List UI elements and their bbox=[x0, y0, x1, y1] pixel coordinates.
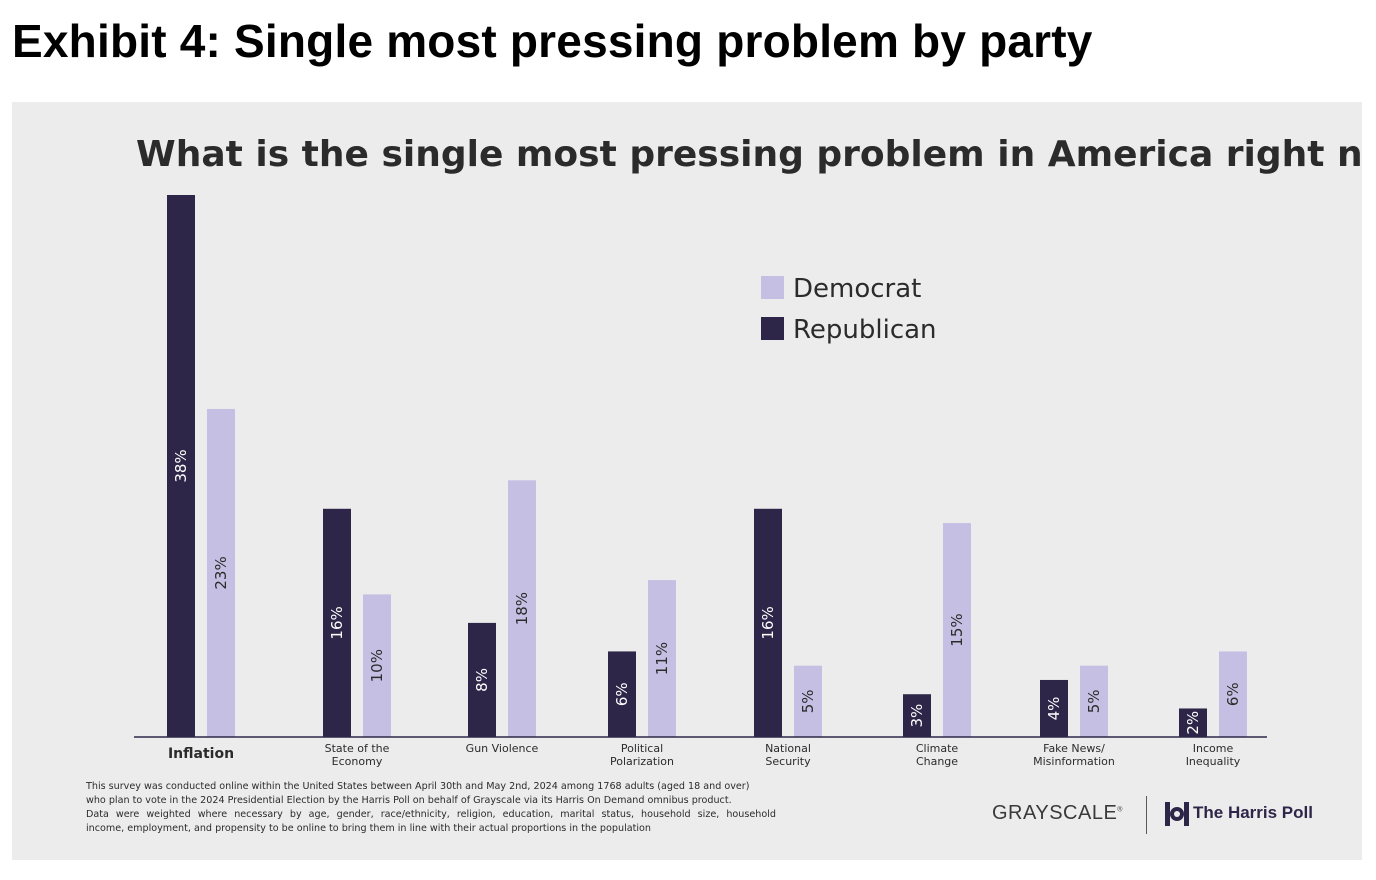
category-label-fake-news-misinformation: Misinformation bbox=[1033, 755, 1115, 768]
bar-value-label-democrat: 11% bbox=[653, 642, 671, 675]
logo-divider bbox=[1146, 796, 1147, 834]
bar-value-label-republican: 2% bbox=[1184, 711, 1202, 735]
category-label-income-inequality: Inequality bbox=[1186, 755, 1241, 768]
bar-value-label-republican: 16% bbox=[759, 606, 777, 639]
grayscale-wordmark: GRAYSCALE bbox=[992, 802, 1118, 824]
bar-value-label-democrat: 6% bbox=[1224, 682, 1242, 706]
legend-swatch-democrat bbox=[761, 276, 784, 299]
legend: Democrat Republican bbox=[761, 274, 937, 345]
category-label-climate-change: Change bbox=[916, 755, 958, 768]
bar-value-label-democrat: 15% bbox=[948, 613, 966, 646]
bar-value-label-republican: 16% bbox=[328, 606, 346, 639]
bar-republican-political-polarization bbox=[608, 651, 636, 737]
bar-republican-inflation bbox=[167, 195, 195, 737]
bar-value-label-republican: 38% bbox=[172, 449, 190, 482]
bar-value-label-democrat: 18% bbox=[513, 592, 531, 625]
bar-democrat-state-of-the-economy bbox=[363, 594, 391, 737]
bar-value-label-democrat: 10% bbox=[368, 649, 386, 682]
category-label-fake-news-misinformation: Fake News/ bbox=[1043, 742, 1105, 755]
bar-republican-gun-violence bbox=[468, 622, 496, 737]
bar-republican-fake-news-misinformation bbox=[1040, 679, 1068, 737]
bar-value-label-democrat: 5% bbox=[799, 689, 817, 713]
bar-value-label-republican: 3% bbox=[908, 704, 926, 728]
bar-chart: What is the single most pressing problem… bbox=[134, 134, 1362, 768]
category-label-national-security: Security bbox=[765, 755, 811, 768]
category-label-income-inequality: Income bbox=[1193, 742, 1234, 755]
bar-republican-climate-change bbox=[903, 694, 931, 737]
harris-poll-wordmark: The Harris Poll bbox=[1193, 803, 1313, 822]
footnote-line: who plan to vote in the 2024 Presidentia… bbox=[86, 795, 732, 806]
bar-republican-national-security bbox=[754, 508, 782, 737]
category-label-climate-change: Climate bbox=[916, 742, 959, 755]
bar-value-label-republican: 8% bbox=[473, 668, 491, 692]
category-label-state-of-the-economy: State of the bbox=[325, 742, 390, 755]
footnote-line: Data were weighted where necessary by ag… bbox=[86, 809, 776, 820]
category-label-state-of-the-economy: Economy bbox=[332, 755, 383, 768]
legend-label-republican: Republican bbox=[793, 315, 937, 345]
chart-title: What is the single most pressing problem… bbox=[136, 134, 1362, 175]
bar-democrat-inflation bbox=[207, 408, 235, 737]
bar-democrat-climate-change bbox=[943, 523, 971, 737]
bar-democrat-national-security bbox=[794, 665, 822, 737]
logos: GRAYSCALE® The Harris Poll bbox=[990, 792, 1330, 838]
footnote-line: This survey was conducted online within … bbox=[86, 781, 750, 792]
bar-value-label-republican: 4% bbox=[1045, 697, 1063, 721]
bar-value-label-democrat: 23% bbox=[212, 556, 230, 589]
grayscale-logo: GRAYSCALE® bbox=[992, 802, 1123, 825]
bar-republican-state-of-the-economy bbox=[323, 508, 351, 737]
bar-democrat-political-polarization bbox=[648, 580, 676, 737]
category-label-inflation: Inflation bbox=[168, 746, 234, 762]
category-label-national-security: National bbox=[765, 742, 811, 755]
exhibit-title: Exhibit 4: Single most pressing problem … bbox=[12, 15, 1093, 67]
chart-panel: What is the single most pressing problem… bbox=[12, 102, 1362, 860]
category-label-political-polarization: Political bbox=[621, 742, 663, 755]
bar-democrat-income-inequality bbox=[1219, 651, 1247, 737]
category-label-gun-violence: Gun Violence bbox=[466, 742, 539, 755]
bar-democrat-fake-news-misinformation bbox=[1080, 665, 1108, 737]
survey-footnote: This survey was conducted online within … bbox=[86, 780, 776, 836]
legend-swatch-republican bbox=[761, 317, 784, 340]
category-label-political-polarization: Polarization bbox=[610, 755, 674, 768]
bar-democrat-gun-violence bbox=[508, 480, 536, 737]
legend-label-democrat: Democrat bbox=[793, 274, 921, 304]
registered-mark: ® bbox=[1117, 806, 1123, 814]
bar-value-label-democrat: 5% bbox=[1085, 689, 1103, 713]
footnote-line: income, employment, and propensity to be… bbox=[86, 823, 651, 834]
harris-poll-mark-icon bbox=[1165, 802, 1189, 826]
bar-republican-income-inequality bbox=[1179, 708, 1207, 737]
bar-value-label-republican: 6% bbox=[613, 682, 631, 706]
